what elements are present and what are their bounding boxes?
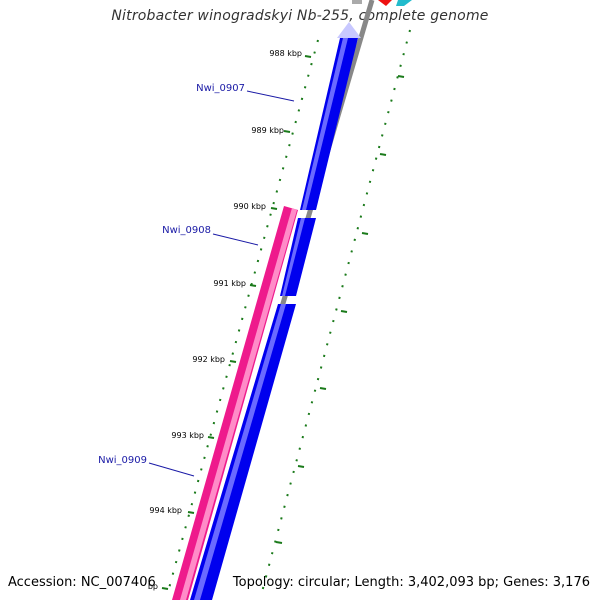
kbp-label-partial: bp (148, 582, 158, 591)
gene-leader-nwi-0909 (148, 462, 195, 477)
gene-arrow-nwi-0909-highlight (180, 208, 297, 600)
feature-fragment-gray (352, 0, 362, 4)
inner-tick-rail (167, 39, 319, 593)
gene-arrow-nwi-0908-highlight (282, 218, 305, 296)
gene-label-nwi-0909[interactable]: Nwi_0909 (98, 455, 147, 466)
gene-label-nwi-0908[interactable]: Nwi_0908 (162, 225, 211, 236)
gene-leader-nwi-0908 (212, 233, 259, 246)
major-ticks-outer (275, 75, 405, 544)
gene-arrow-nwi-0907-highlight (302, 38, 348, 210)
kbp-label-989: 989 kbp (251, 126, 284, 135)
feature-fragment-cyan (396, 0, 412, 6)
gene-label-nwi-0907[interactable]: Nwi_0907 (196, 83, 245, 94)
major-ticks-inner (161, 55, 312, 590)
kbp-label-993: 993 kbp (171, 431, 204, 440)
gene-arrow-nwi-0910-highlight (194, 304, 286, 600)
kbp-label-992: 992 kbp (192, 355, 225, 364)
gene-arrow-head-nwi-0907 (337, 22, 361, 38)
kbp-label-994: 994 kbp (149, 506, 182, 515)
gene-leader-nwi-0907 (246, 90, 295, 102)
kbp-label-990: 990 kbp (233, 202, 266, 211)
topology-text: Topology: circular; Length: 3,402,093 bp… (232, 575, 590, 590)
outer-tick-rail (261, 29, 411, 593)
feature-fragment-red (378, 0, 392, 6)
kbp-label-991: 991 kbp (213, 279, 246, 288)
map-title: Nitrobacter winogradskyi Nb-255, complet… (111, 8, 489, 24)
kbp-label-988: 988 kbp (269, 49, 302, 58)
accession-text: Accession: NC_007406 (8, 575, 156, 590)
